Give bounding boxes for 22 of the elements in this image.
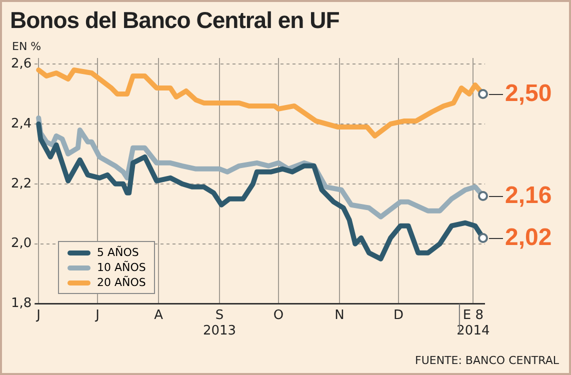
legend-label: 5 AÑOS — [97, 246, 139, 259]
y-tick-label: 2,6 — [10, 56, 32, 72]
y-tick-label: 2,4 — [10, 116, 32, 132]
annotation: 2,16 — [505, 182, 552, 209]
x-tick-label: E 8 2014 — [456, 308, 490, 339]
y-tick-label: 2,2 — [10, 176, 32, 192]
x-tick-label: J — [94, 308, 100, 323]
legend-label: 20 AÑOS — [97, 276, 146, 289]
source-note: FUENTE: BANCO CENTRAL — [415, 354, 559, 367]
legend-label: 10 AÑOS — [97, 261, 146, 274]
x-tick-label: S 2013 — [202, 308, 236, 339]
y-tick-label: 2,0 — [10, 236, 32, 252]
chart-title: Bonos del Banco Central en UF — [10, 7, 340, 34]
y-tick-label: 1,8 — [10, 296, 32, 312]
y-axis-title: EN % — [12, 40, 42, 53]
x-tick-label: O — [273, 308, 284, 323]
x-tick-label: J — [36, 308, 41, 323]
annotation: 2,50 — [505, 80, 552, 107]
x-tick-label: D — [393, 308, 404, 323]
x-tick-label: A — [154, 308, 164, 323]
annotation: 2,02 — [505, 224, 552, 251]
x-tick-label: N — [334, 308, 344, 323]
